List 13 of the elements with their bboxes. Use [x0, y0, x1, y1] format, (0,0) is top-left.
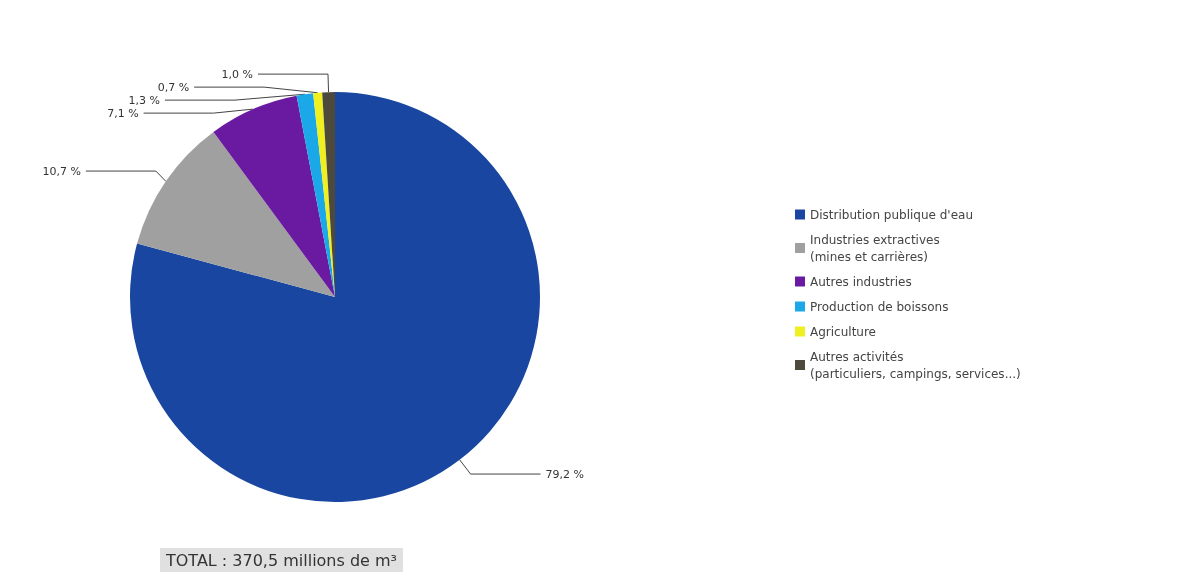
data-label: 7,1 % [107, 106, 139, 120]
legend-label: Production de boissons [810, 299, 949, 314]
legend-label: Autres industries [810, 274, 912, 289]
data-label: 79,2 % [545, 467, 585, 481]
legend-label: Autres activités (particuliers, campings, services...) [810, 349, 1021, 381]
data-label: 1,3 % [128, 93, 160, 107]
data-label: 1,0 % [221, 67, 253, 81]
legend-label: Industries extractives (mines et carrières) [810, 232, 940, 264]
data-label: 10,7 % [42, 164, 81, 178]
data-label: 0,7 % [157, 80, 190, 94]
text: TOTAL : 370,5 millions de m³ [165, 550, 398, 570]
legend-label: Distribution publique d'eau [810, 207, 974, 222]
legend-label: Agriculture [810, 324, 876, 339]
